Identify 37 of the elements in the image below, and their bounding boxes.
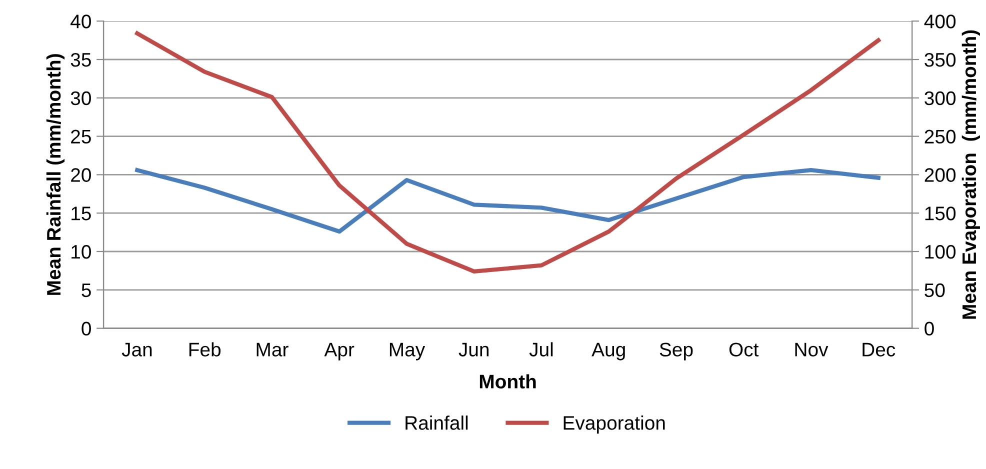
- x-tick-label: Feb: [189, 342, 221, 356]
- y-tick-label: 15: [72, 206, 91, 220]
- line-series: [135, 168, 880, 234]
- y2-tick-label: 400: [924, 14, 956, 28]
- y-tick-label: 40: [70, 14, 91, 28]
- legend-label: Rainfall: [406, 416, 468, 430]
- y2-tick-label: 200: [924, 168, 956, 182]
- x-tick-label: Jun: [458, 342, 489, 356]
- x-tick-label: Nov: [795, 342, 828, 356]
- legend-label: Evaporation: [564, 416, 665, 434]
- x-axis-title: Month: [480, 374, 536, 388]
- y2-tick-label: 0: [924, 322, 934, 336]
- x-tick-label: Oct: [729, 342, 759, 356]
- y-tick-label: 10: [72, 244, 91, 259]
- y2-tick-label: 50: [924, 283, 945, 298]
- y2-tick-label: 300: [924, 91, 956, 106]
- x-tick-label: Jan: [122, 342, 152, 356]
- y2-axis-title: Mean Evaporation (mm/month): [962, 30, 980, 319]
- x-tick-label: Aug: [592, 342, 625, 360]
- y-tick-label: 20: [71, 168, 91, 182]
- y-tick-label: 35: [70, 52, 91, 67]
- x-tick-label: May: [390, 342, 426, 360]
- x-tick-label: Sep: [660, 342, 693, 360]
- y-tick-label: 0: [82, 322, 91, 336]
- y-tick-label: 30: [70, 91, 91, 106]
- x-tick-label: Dec: [862, 342, 896, 356]
- y-tick-label: 25: [71, 130, 91, 144]
- y2-tick-label: 150: [925, 206, 956, 220]
- y2-tick-label: 250: [924, 130, 956, 144]
- y2-tick-label: 100: [925, 244, 956, 259]
- x-tick-label: Mar: [256, 342, 288, 356]
- y2-tick-label: 350: [924, 52, 956, 67]
- x-tick-label: Apr: [324, 342, 354, 360]
- y-tick-label: 5: [82, 284, 91, 298]
- line-series: [135, 31, 880, 274]
- x-tick-label: Jul: [529, 342, 553, 356]
- y-axis-title: Mean Rainfall (mm/month): [46, 54, 65, 295]
